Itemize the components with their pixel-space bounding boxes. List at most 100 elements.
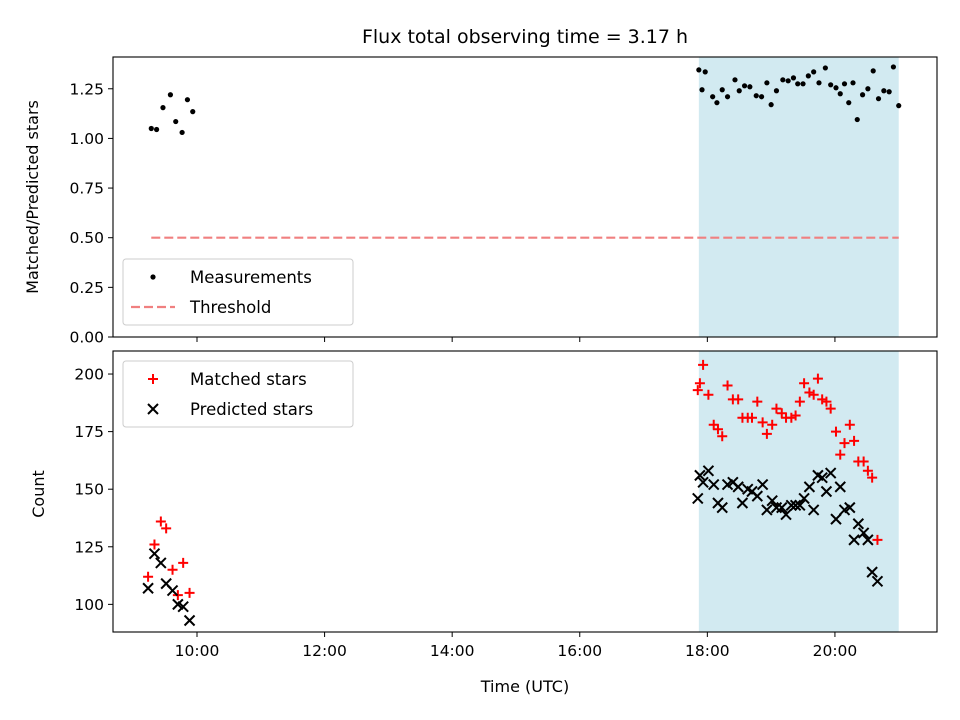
x-tick-label: 18:00	[685, 642, 730, 660]
x-tick-label: 12:00	[302, 642, 347, 660]
predicted-star-point	[794, 499, 806, 512]
measurement-point	[710, 94, 716, 100]
legend-entry: Threshold	[131, 298, 271, 317]
matched-star-point	[161, 523, 172, 534]
legend-box	[122, 258, 354, 326]
x-tick-label: 16:00	[557, 642, 602, 660]
measurement-point	[816, 80, 822, 86]
measurement-point	[736, 88, 742, 94]
legend-entry: Matched stars	[148, 370, 307, 389]
matched-star-point	[694, 378, 705, 389]
measurement-point	[768, 102, 774, 108]
matched-star-point	[155, 516, 166, 527]
matched-star-point	[830, 426, 841, 437]
y-tick-label: 1.00	[69, 130, 104, 148]
measurement-point	[822, 65, 828, 71]
y-tick-label: 175	[74, 423, 104, 441]
series-predicted-stars	[142, 465, 884, 627]
matched-star-point	[178, 557, 189, 568]
measurement-point	[896, 103, 902, 109]
predicted-star-point	[848, 534, 860, 546]
legend-entry: Predicted stars	[147, 400, 313, 419]
measurement-point	[719, 87, 725, 93]
matched-star-point	[703, 389, 714, 400]
matched-star-point	[746, 412, 757, 423]
measurement-point	[758, 94, 765, 100]
matched-star-point	[722, 380, 733, 391]
predicted-star-point	[871, 575, 884, 588]
matched-star-point	[839, 438, 850, 449]
matched-star-point	[717, 431, 728, 442]
matched-star-point	[849, 435, 860, 446]
measurement-point	[167, 92, 174, 98]
y-tick-label: 0.75	[69, 180, 104, 198]
matched-star-point	[149, 539, 160, 550]
predicted-star-point	[816, 471, 828, 484]
predicted-star-point	[776, 501, 788, 514]
matched-star-point	[771, 403, 782, 414]
y-tick-label: 0.00	[69, 329, 104, 347]
top-panel: 0.00 0.25 0.50 0.75 1.00 1.25 Measurements Thre…	[69, 56, 938, 347]
matched-star-point	[867, 472, 878, 483]
y-tick-label: 200	[74, 366, 104, 384]
y-tick-label: 1.25	[69, 80, 104, 98]
legend-plus-marker	[148, 374, 158, 384]
matched-star-point	[872, 534, 883, 545]
measurement-point	[828, 82, 834, 88]
predicted-star-point	[844, 501, 856, 514]
predicted-star-point	[862, 534, 874, 546]
y-tick-label: 150	[74, 481, 104, 499]
matched-star-point	[752, 396, 763, 407]
legend-label: Predicted stars	[190, 400, 313, 419]
predicted-star-point	[732, 481, 744, 493]
matched-star-point	[835, 449, 846, 460]
predicted-star-point	[785, 499, 798, 512]
predicted-star-point	[694, 469, 706, 482]
measurement-point	[890, 64, 897, 70]
predicted-star-point	[798, 492, 810, 505]
measurement-point	[148, 125, 154, 132]
measurement-point	[153, 126, 160, 133]
matched-star-point	[143, 571, 154, 582]
legend-label: Measurements	[190, 268, 312, 287]
measurement-point	[780, 77, 786, 83]
x-tick-label: 10:00	[175, 642, 220, 660]
measurement-point	[741, 83, 748, 89]
matched-star-point	[733, 394, 744, 405]
measurement-point	[833, 85, 839, 91]
predicted-star-point	[761, 504, 773, 516]
measurement-point	[190, 109, 196, 115]
x-axis-label: Time (UTC)	[480, 677, 569, 696]
predicted-star-point	[852, 518, 865, 530]
predicted-star-point	[166, 584, 179, 597]
predicted-star-point	[751, 490, 764, 502]
matched-star-point	[692, 385, 703, 396]
predicted-star-point	[834, 481, 846, 493]
legend-dot-marker	[150, 274, 156, 280]
legend-label: Threshold	[189, 298, 271, 317]
measurement-point	[785, 78, 791, 84]
predicted-star-point	[857, 527, 870, 539]
predicted-star-point	[756, 478, 769, 491]
predicted-star-point	[692, 492, 704, 505]
measurement-point	[846, 100, 852, 106]
series-matched-stars	[143, 359, 883, 601]
legend-label: Matched stars	[190, 370, 307, 389]
matched-star-point	[844, 419, 855, 430]
measurement-point	[865, 86, 871, 92]
measurement-point	[714, 100, 720, 106]
predicted-star-point	[824, 467, 837, 479]
matched-star-point	[184, 587, 195, 598]
top-y-axis-label: Matched/Predicted stars	[23, 100, 42, 294]
matched-star-point	[712, 424, 723, 435]
predicted-star-point	[830, 513, 842, 525]
predicted-star-point	[148, 547, 161, 560]
x-tick-label: 20:00	[813, 642, 858, 660]
chart-title: Flux total observing time = 3.17 h	[362, 26, 688, 48]
predicted-star-point	[177, 600, 189, 613]
axes-frame	[112, 350, 938, 633]
measurement-point	[886, 89, 892, 95]
measurement-point	[870, 68, 876, 74]
predicted-star-point	[708, 478, 720, 491]
